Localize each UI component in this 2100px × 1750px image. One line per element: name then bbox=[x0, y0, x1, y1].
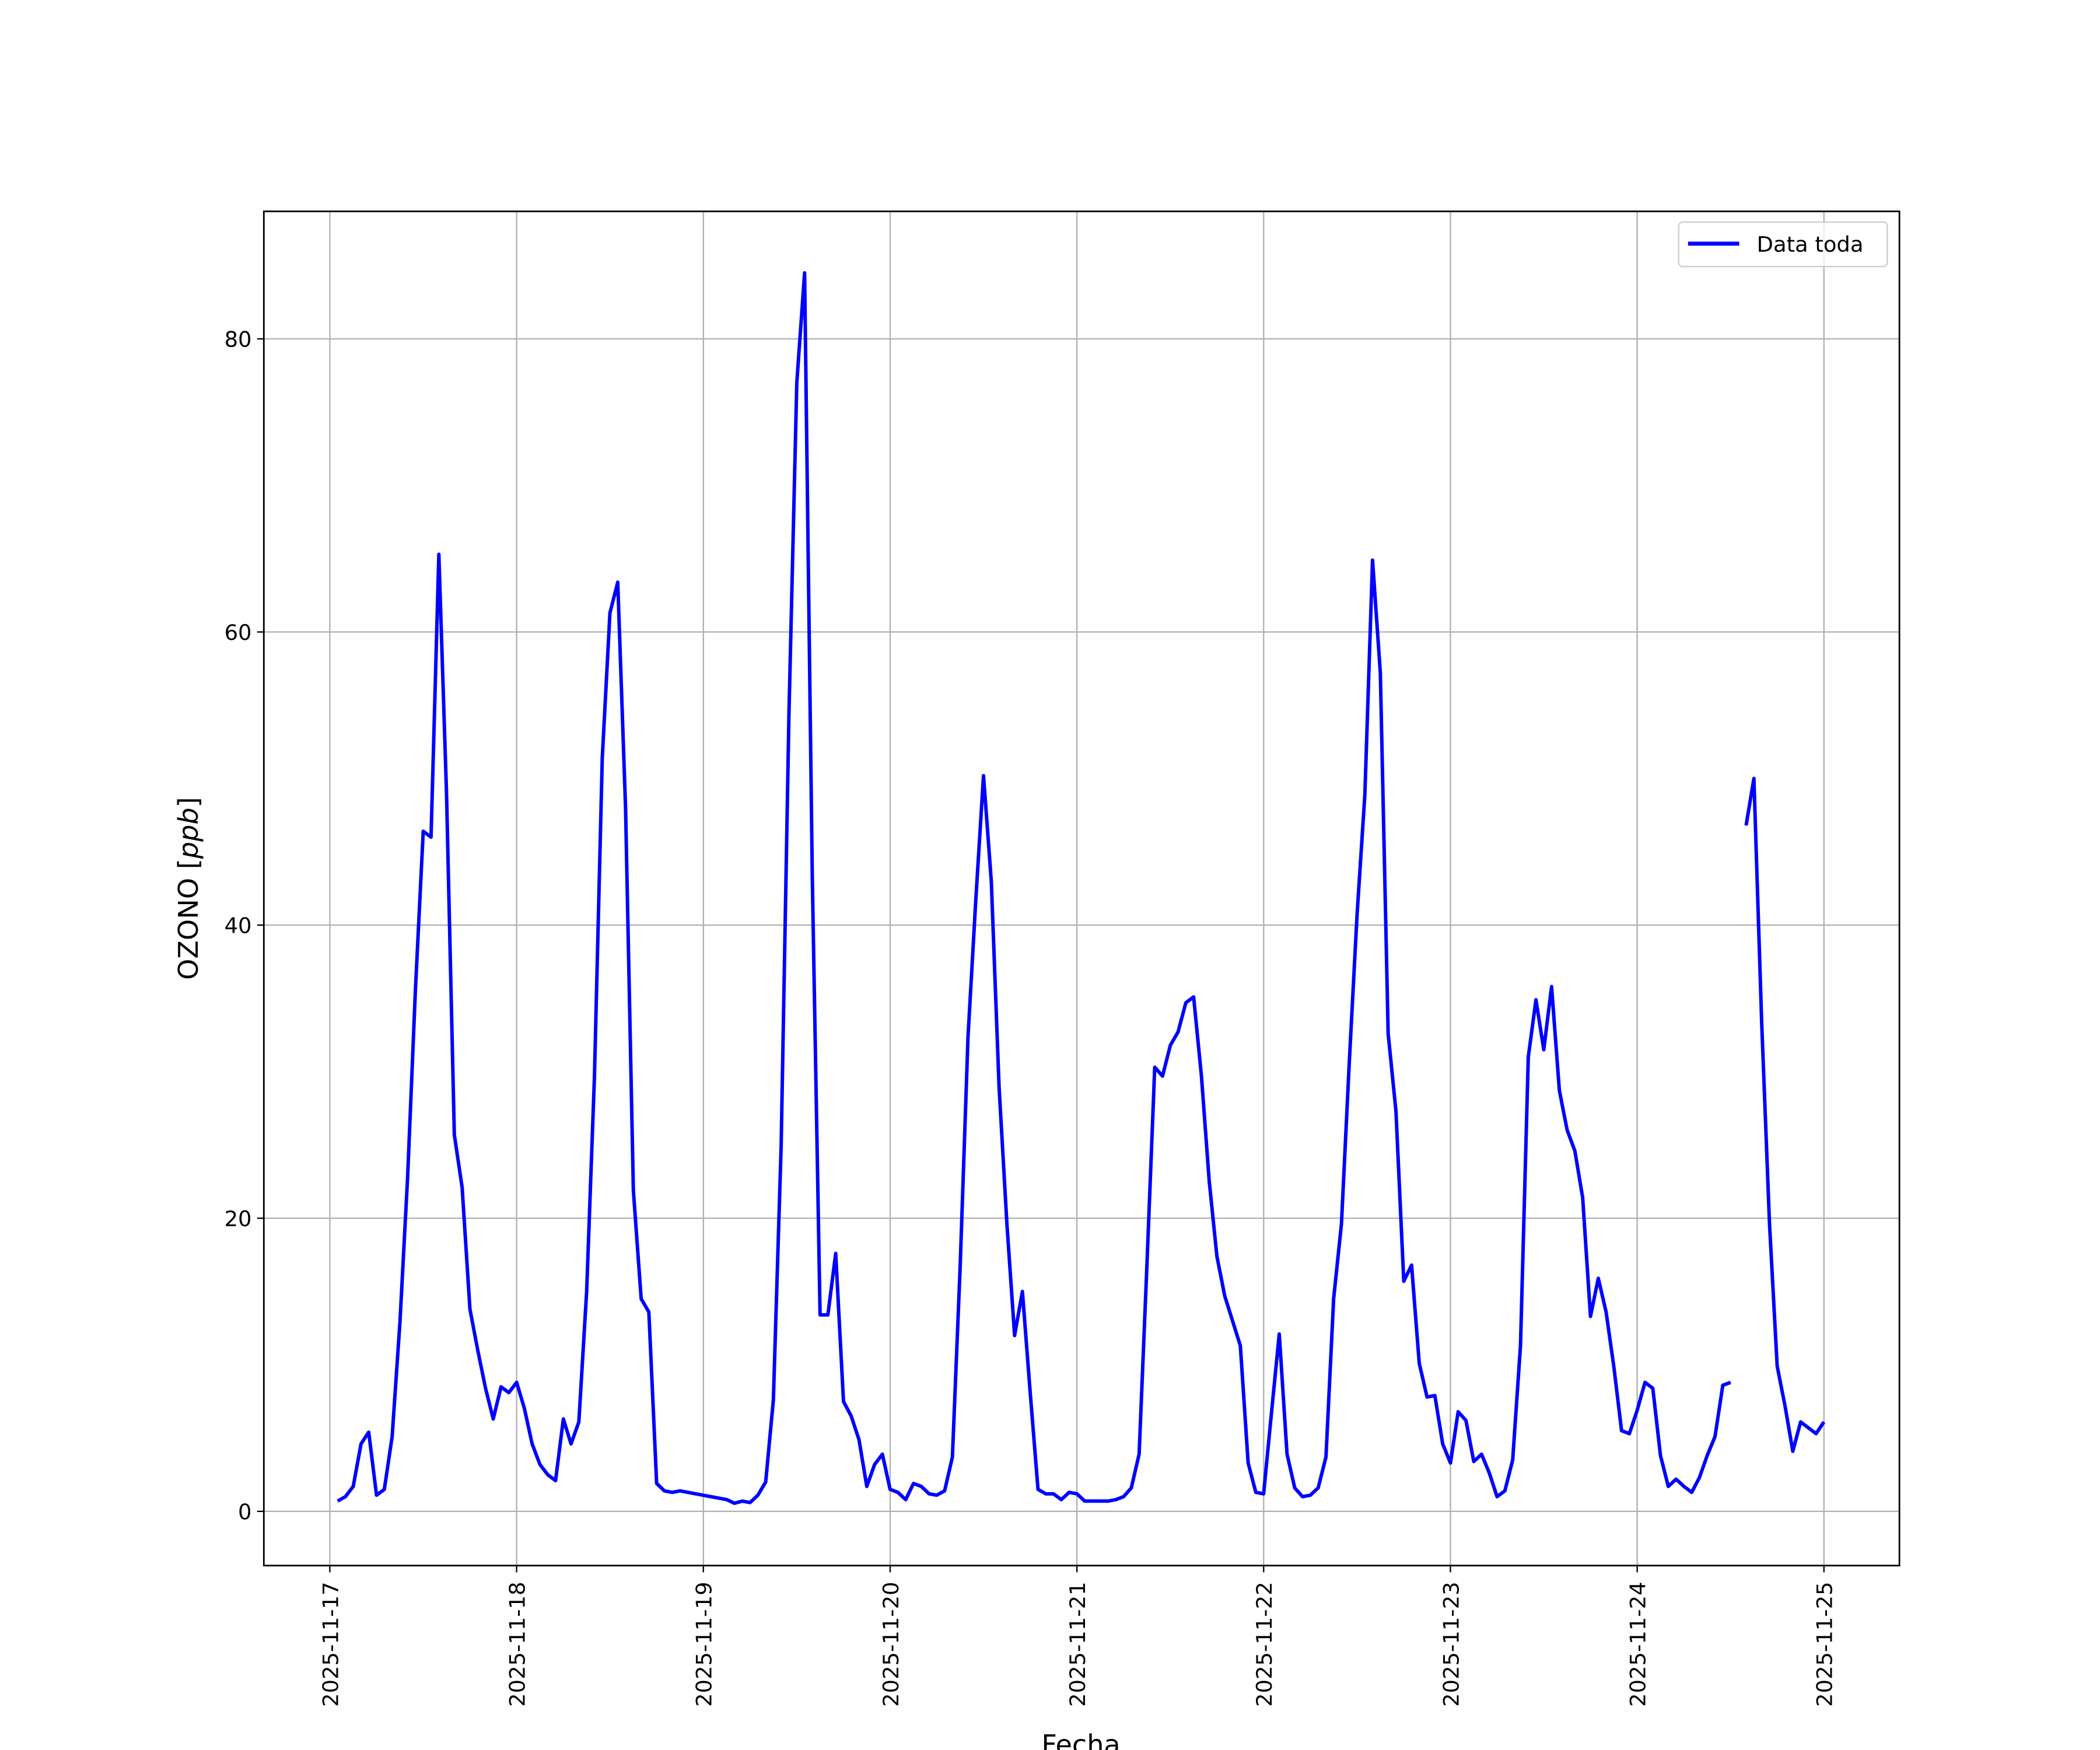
x-tick-label: 2025-11-25 bbox=[1812, 1582, 1838, 1707]
y-tick-label: 40 bbox=[225, 914, 252, 939]
x-tick-label: 2025-11-19 bbox=[692, 1582, 717, 1707]
x-tick-label: 2025-11-21 bbox=[1065, 1582, 1090, 1707]
legend: Data toda bbox=[1678, 221, 1888, 268]
x-axis-label: Fecha bbox=[1041, 1729, 1120, 1750]
legend-box bbox=[1678, 221, 1888, 268]
series-layer bbox=[337, 271, 1826, 1505]
y-tick-label: 20 bbox=[225, 1206, 252, 1231]
x-tick-label: 2025-11-17 bbox=[318, 1582, 343, 1707]
x-tick-label: 2025-11-23 bbox=[1438, 1582, 1464, 1707]
y-tick-label: 80 bbox=[225, 327, 252, 352]
x-tick-label: 2025-11-24 bbox=[1625, 1582, 1650, 1707]
axis-ticks: 0 20 40 60 80 2025-11-17 2025-11-18 2025-11-19 2… bbox=[225, 327, 1838, 1707]
legend-label: Data toda bbox=[1757, 232, 1864, 257]
grid bbox=[264, 211, 1900, 1566]
y-tick-label: 60 bbox=[225, 620, 252, 645]
y-axis-label-prefix: OZONO [ bbox=[173, 859, 204, 980]
x-tick-label: 2025-11-18 bbox=[505, 1582, 530, 1707]
y-axis-label-suffix: ] bbox=[173, 797, 204, 807]
y-tick-label: 0 bbox=[238, 1500, 251, 1525]
y-axis-label: OZONO [ppb] bbox=[173, 797, 204, 980]
x-tick-label: 2025-11-22 bbox=[1252, 1582, 1277, 1707]
x-tick-label: 2025-11-20 bbox=[878, 1582, 904, 1707]
series-line-data-toda bbox=[337, 271, 1826, 1505]
y-axis-label-unit: ppb bbox=[173, 807, 204, 859]
plot-frame bbox=[262, 210, 1901, 1567]
